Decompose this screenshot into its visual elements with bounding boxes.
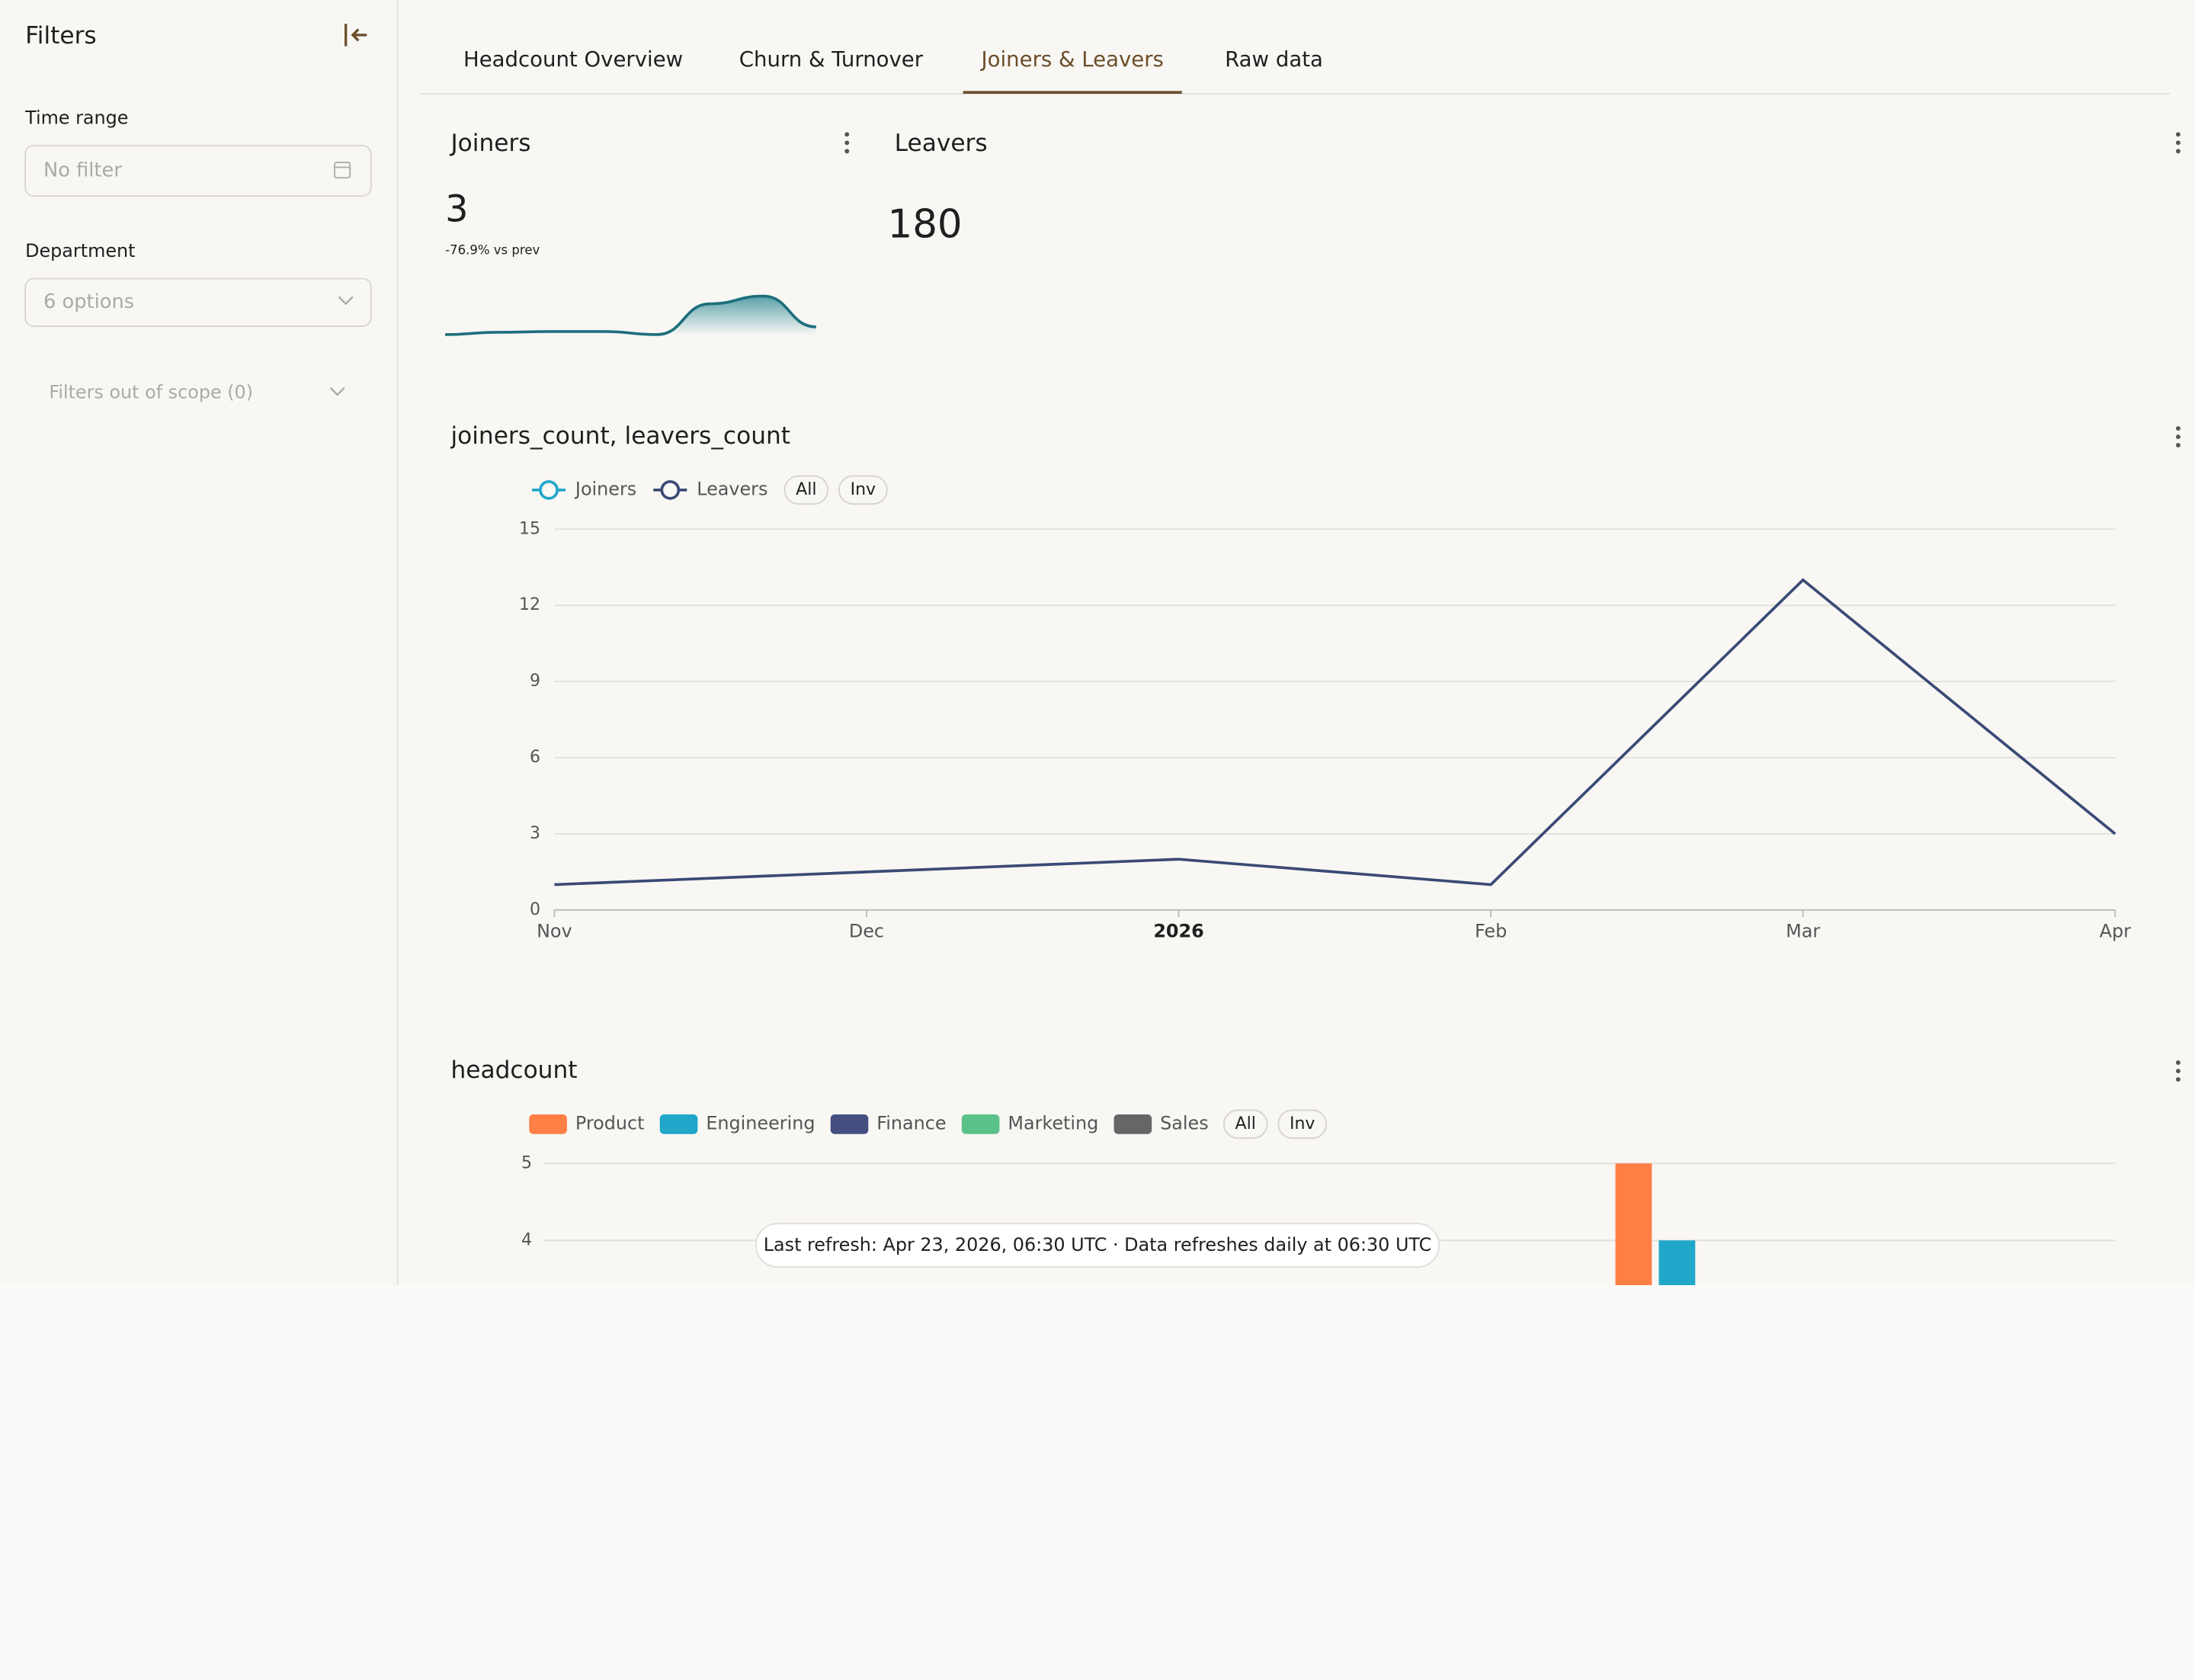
- legend-button[interactable]: All: [1222, 1109, 1268, 1140]
- dot: [2175, 443, 2181, 447]
- y-tick-label: 12: [519, 595, 540, 614]
- legend-item[interactable]: Finance: [830, 1112, 947, 1134]
- legend-item[interactable]: Engineering: [659, 1112, 816, 1134]
- dot: [2175, 132, 2181, 137]
- legend-item[interactable]: Product: [529, 1112, 645, 1134]
- out-of-scope: Filters out of scope (0): [49, 382, 253, 403]
- legend-button-frame: [783, 475, 829, 505]
- out-of-scope-toggle[interactable]: Filters out of scope (0): [49, 382, 345, 403]
- kpi-value: 180: [887, 202, 962, 248]
- refresh-note: Last refresh: Apr 23, 2026, 06:30 UTC · …: [764, 1234, 1432, 1255]
- tab[interactable]: Churn & Turnover: [739, 47, 924, 72]
- menu-button[interactable]: [2175, 132, 2181, 154]
- menu-button[interactable]: [844, 132, 850, 154]
- bar: [1658, 1240, 1696, 1286]
- tab[interactable]: Joiners & Leavers: [980, 47, 1164, 72]
- series-line: [554, 578, 2116, 886]
- legend-swatch: [529, 1114, 567, 1134]
- legend-label: Marketing: [1008, 1112, 1098, 1133]
- legend-button[interactable]: Inv: [1277, 1109, 1328, 1140]
- y-tick-label: 15: [519, 519, 540, 538]
- legend-button-label: Inv: [1290, 1114, 1315, 1133]
- sidebar-title: Filters: [25, 22, 97, 50]
- legend-button-frame: [838, 475, 888, 505]
- filter-label: Department: [25, 240, 135, 261]
- legend-item[interactable]: Leavers: [653, 478, 767, 500]
- dot: [2175, 140, 2181, 146]
- legend-button[interactable]: All: [783, 475, 829, 505]
- legend-swatch: [830, 1114, 869, 1134]
- bar: [1615, 1163, 1652, 1286]
- kpi-title: Leavers: [895, 130, 988, 157]
- legend-swatch: [961, 1114, 1000, 1134]
- sparkline-area: [445, 296, 816, 335]
- legend-label: Sales: [1160, 1112, 1209, 1133]
- filter-label: Time range: [24, 107, 128, 129]
- y-tick-label: 3: [530, 824, 540, 843]
- legend-button[interactable]: Inv: [838, 475, 888, 505]
- dot: [2175, 1077, 2181, 1082]
- kpi-title: Joiners: [449, 130, 530, 157]
- x-tick-label: Nov: [537, 921, 572, 942]
- x-tick-label: Dec: [849, 921, 884, 942]
- x-tick-label: 2026: [1153, 921, 1203, 942]
- placeholder: 6 options: [43, 290, 134, 313]
- app-background: [0, 0, 2195, 1285]
- tab[interactable]: Headcount Overview: [463, 47, 683, 72]
- legend-label: Finance: [876, 1112, 946, 1133]
- legend-label: Product: [575, 1112, 645, 1133]
- dot: [2175, 426, 2181, 431]
- x-tick-label: Mar: [1786, 921, 1820, 942]
- legend-marker: [660, 479, 681, 500]
- department-select[interactable]: 6 options: [24, 277, 372, 327]
- legend-item[interactable]: Sales: [1114, 1112, 1209, 1134]
- x-tick-label: Feb: [1475, 921, 1507, 942]
- legend-item[interactable]: Marketing: [961, 1112, 1099, 1134]
- dot: [844, 132, 850, 137]
- dot: [2175, 149, 2181, 154]
- dot: [844, 149, 850, 154]
- legend-button-frame: [1222, 1109, 1268, 1140]
- legend-item[interactable]: Joiners: [531, 478, 636, 500]
- tab[interactable]: Raw data: [1225, 47, 1323, 72]
- chart-title: headcount: [450, 1056, 577, 1084]
- legend-button-label: All: [796, 480, 816, 499]
- menu-button[interactable]: [2175, 1060, 2181, 1082]
- kpi-value: 3: [445, 188, 468, 230]
- legend-button-label: Inv: [851, 480, 876, 499]
- legend-swatch: [659, 1114, 698, 1134]
- y-tick-label: 4: [521, 1230, 532, 1249]
- x-tick-label: Apr: [2100, 921, 2131, 942]
- y-tick-label: 5: [521, 1153, 532, 1172]
- menu-button[interactable]: [2175, 426, 2181, 447]
- collapse-button[interactable]: [344, 24, 367, 46]
- legend-label: Leavers: [697, 478, 767, 499]
- time-range-input[interactable]: No filter: [24, 145, 372, 197]
- dot: [2175, 1069, 2181, 1073]
- legend-marker: [539, 479, 559, 500]
- chart-title: joiners_count, leavers_count: [450, 422, 790, 450]
- dot: [844, 140, 850, 146]
- kpi-delta: -76.9% vs prev: [445, 242, 540, 257]
- legend-button-frame: [1277, 1109, 1328, 1140]
- legend-label: Engineering: [706, 1112, 815, 1133]
- legend-label: Joiners: [574, 478, 636, 499]
- refresh-tooltip: Last refresh: Apr 23, 2026, 06:30 UTC · …: [755, 1223, 1440, 1268]
- y-tick-label: 6: [530, 748, 540, 767]
- legend-button-label: All: [1235, 1114, 1256, 1133]
- y-tick-label: 9: [530, 672, 540, 691]
- y-tick-label: 0: [530, 900, 540, 919]
- dot: [2175, 434, 2181, 439]
- placeholder: No filter: [43, 159, 122, 182]
- legend-swatch: [1114, 1114, 1152, 1134]
- sparkline: [445, 294, 816, 336]
- dot: [2175, 1060, 2181, 1065]
